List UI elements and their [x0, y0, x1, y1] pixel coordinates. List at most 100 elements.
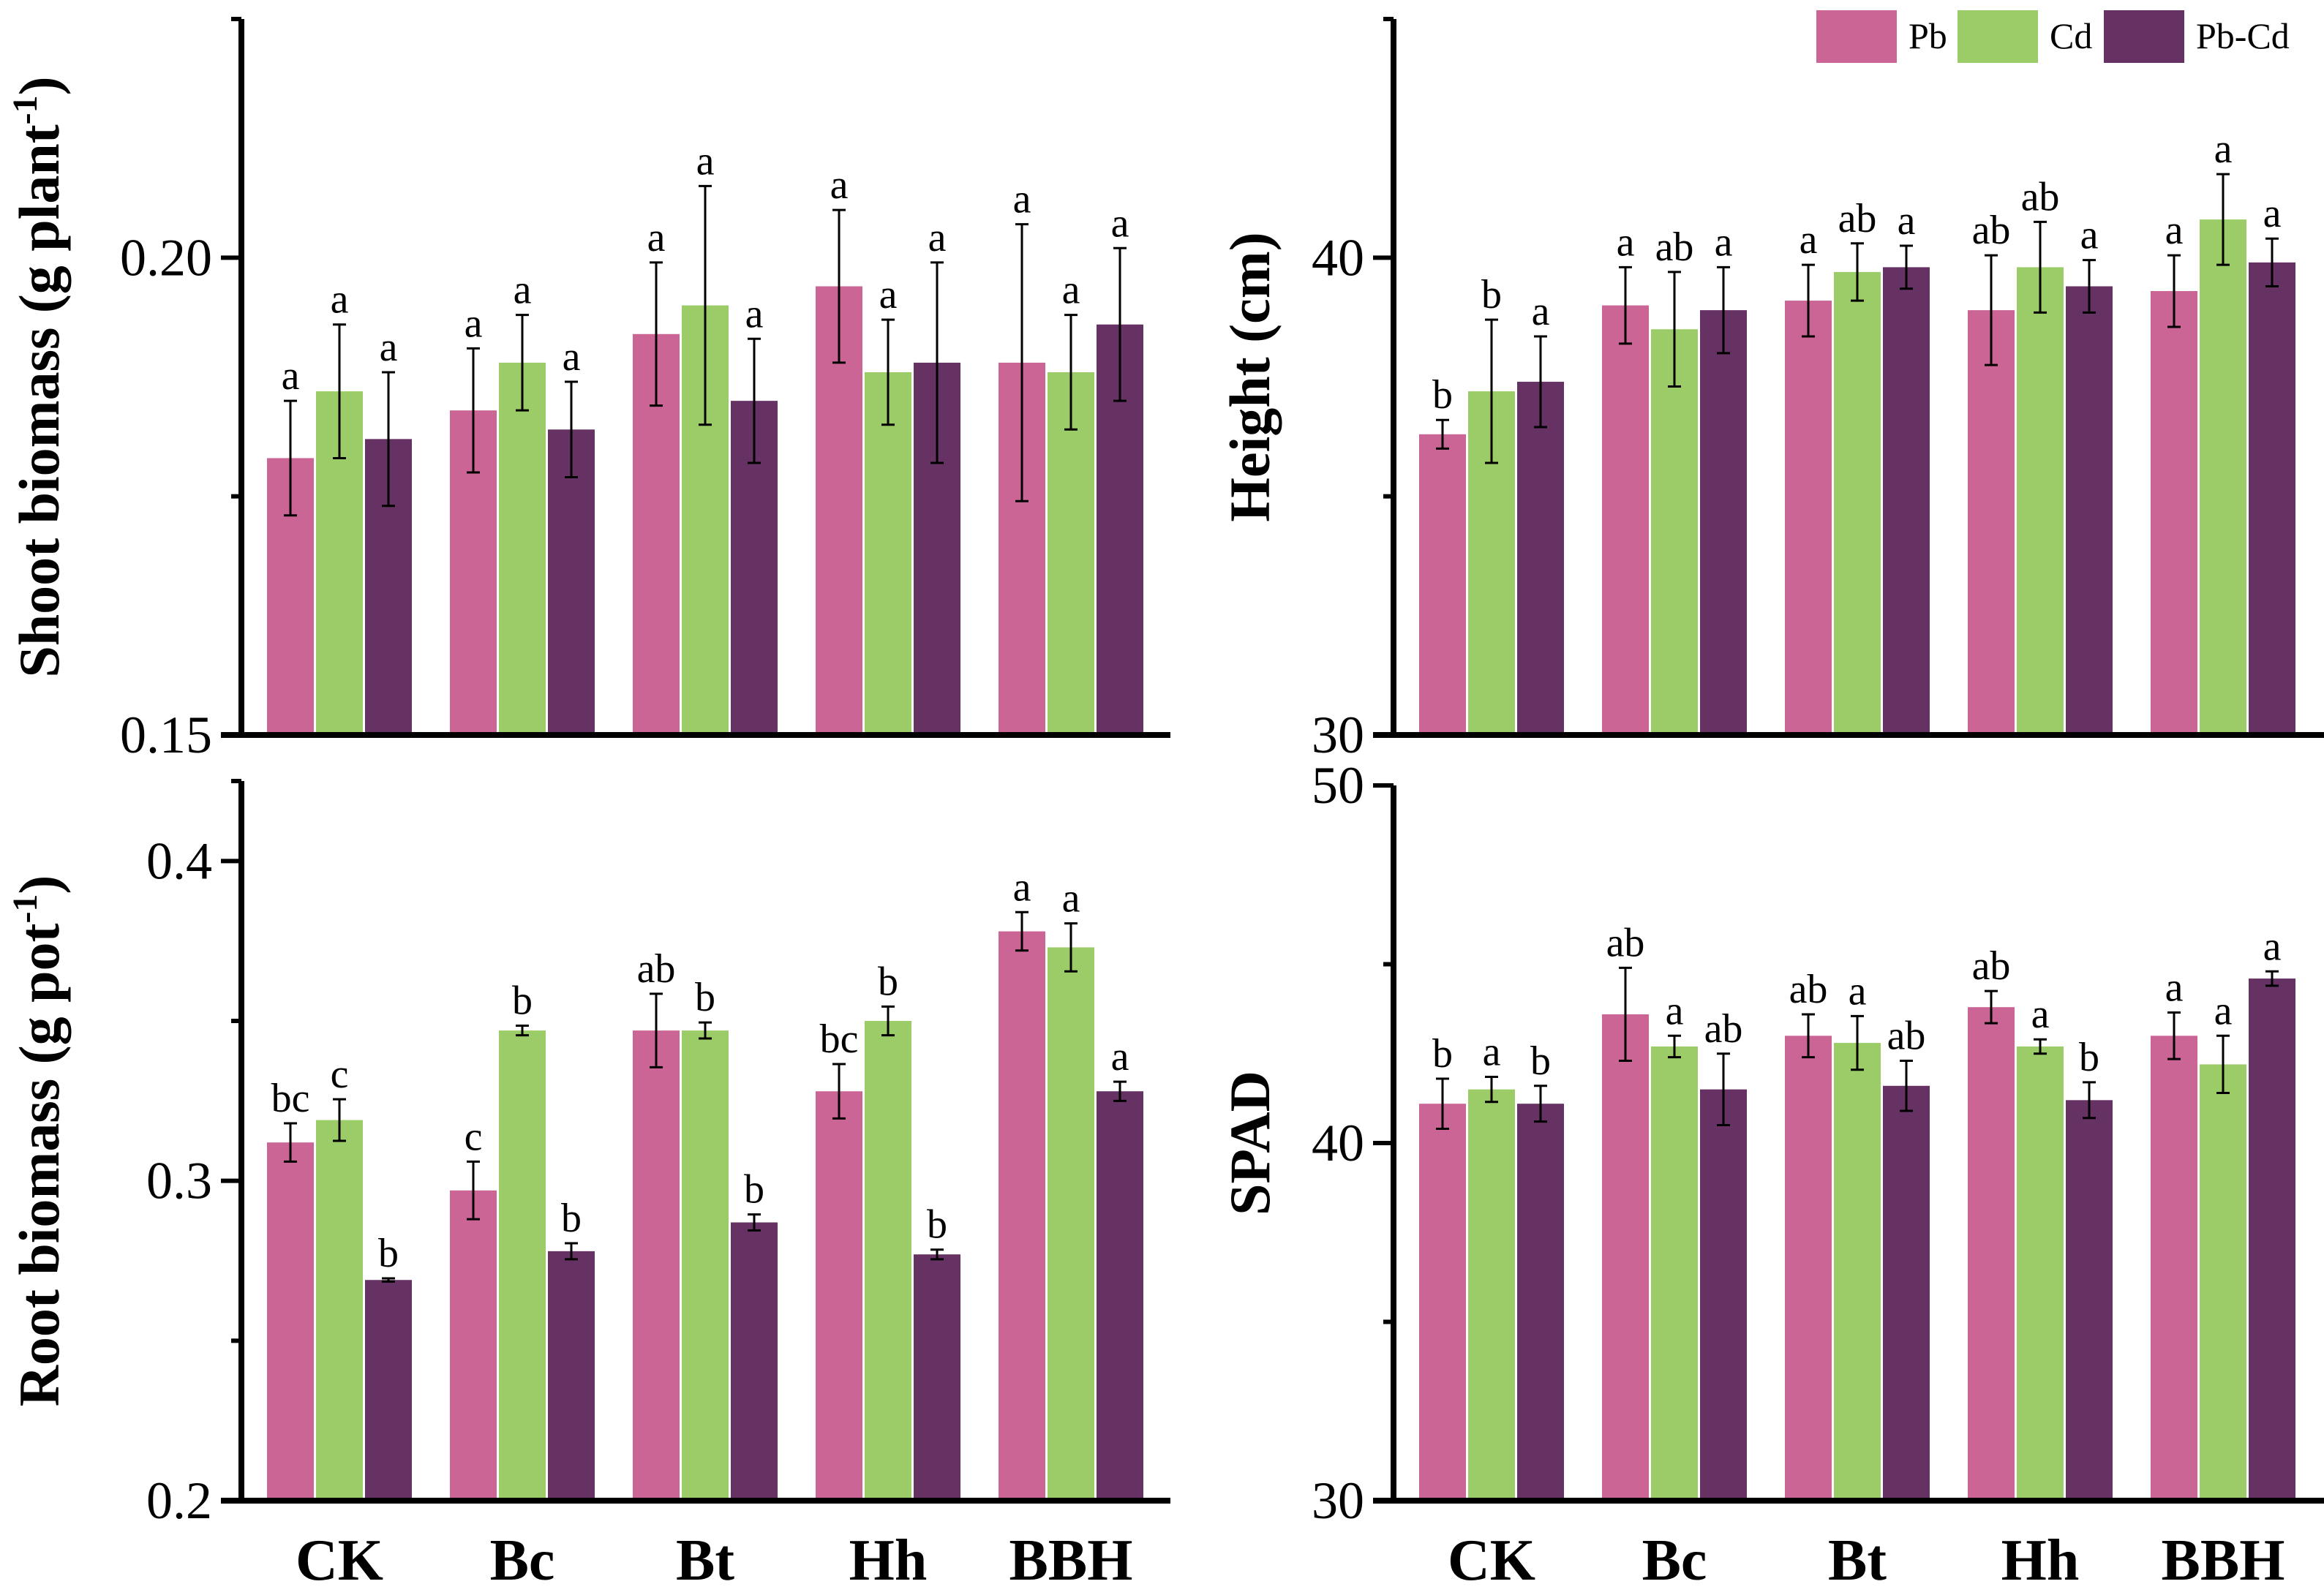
significance-letter: ab: [1655, 225, 1694, 270]
significance-letter: bc: [820, 1017, 859, 1062]
bar-height-Bc-Pb: [1602, 305, 1649, 736]
significance-letter: a: [1898, 198, 1916, 244]
significance-letter: ab: [1606, 920, 1645, 965]
legend-label: Pb: [1909, 15, 1947, 56]
y-axis-title-text: Root biomass (g pot: [7, 924, 71, 1407]
bar-shoot-Hh-Cd: [865, 372, 911, 735]
significance-letter: a: [465, 301, 483, 346]
legend-swatch: [1816, 10, 1897, 63]
bar-spad-BBH-Cd: [2200, 1064, 2246, 1501]
significance-letter: a: [1715, 219, 1733, 265]
significance-letter: a: [2214, 127, 2233, 172]
significance-letter: a: [2080, 213, 2099, 258]
bar-root-BBH-Pb: [999, 931, 1045, 1501]
bar-height-Bt-Cd: [1834, 271, 1881, 735]
bar-height-Bc-Pb-Cd: [1700, 310, 1747, 735]
bar-shoot-BBH-Cd: [1048, 372, 1094, 735]
bar-root-Bc-Pb: [450, 1190, 497, 1501]
y-axis-title: Root biomass (g pot-1): [6, 875, 71, 1407]
significance-letter: a: [1013, 864, 1031, 910]
x-tick-label-Bt: Bt: [676, 1528, 734, 1593]
y-tick-label: 40: [1312, 228, 1364, 287]
y-tick-label: 0.15: [120, 706, 212, 764]
bar-root-Bc-Pb-Cd: [548, 1251, 595, 1501]
bar-spad-Bc-Cd: [1651, 1046, 1698, 1501]
bar-root-Bc-Cd: [499, 1030, 546, 1501]
legend-label: Cd: [2050, 15, 2092, 56]
bar-spad-Hh-Cd: [2017, 1046, 2064, 1501]
y-axis-title-superscript: -1: [6, 95, 45, 124]
significance-letter: b: [378, 1231, 399, 1276]
significance-letter: b: [695, 975, 715, 1020]
significance-letter: c: [331, 1052, 349, 1097]
y-axis-title: Shoot biomass (g plant-1): [6, 76, 71, 677]
y-tick-label: 0.4: [146, 832, 212, 890]
significance-letter: a: [2263, 191, 2282, 236]
significance-letter: a: [1849, 968, 1867, 1014]
significance-letter: a: [282, 353, 300, 399]
bar-height-Bt-Pb-Cd: [1883, 267, 1930, 735]
bar-height-BBH-Pb: [2151, 291, 2197, 735]
bar-height-CK-Pb: [1419, 434, 1466, 735]
significance-letter: a: [647, 215, 666, 260]
significance-letter: a: [331, 277, 349, 323]
bar-height-Bc-Cd: [1651, 329, 1698, 735]
bar-height-Hh-Pb: [1968, 310, 2015, 735]
y-axis-title: Height (cm): [1218, 232, 1282, 521]
bar-spad-Bt-Cd: [1834, 1043, 1881, 1501]
significance-letter: a: [380, 325, 398, 370]
bar-spad-CK-Pb: [1419, 1104, 1466, 1501]
bar-root-CK-Cd: [316, 1120, 363, 1501]
significance-letter: b: [2079, 1035, 2099, 1080]
bar-spad-CK-Pb-Cd: [1517, 1104, 1564, 1501]
bar-spad-Bc-Pb: [1602, 1014, 1649, 1501]
significance-letter: a: [2214, 988, 2233, 1033]
legend-swatch: [1958, 10, 2038, 63]
bar-height-Hh-Cd: [2017, 267, 2064, 735]
bar-height-BBH-Pb-Cd: [2249, 262, 2295, 735]
y-axis-title-text: Shoot biomass (g plant: [7, 124, 71, 677]
significance-letter: b: [878, 959, 898, 1004]
y-tick-label: 30: [1312, 706, 1364, 764]
bar-root-Bt-Cd: [682, 1030, 729, 1501]
legend-swatch: [2104, 10, 2184, 63]
y-tick-label: 0.2: [146, 1471, 212, 1530]
x-tick-label-BBH: BBH: [2162, 1528, 2285, 1593]
legend: Pb Cd Pb-Cd: [1816, 10, 2290, 63]
significance-letter: ab: [1704, 1006, 1743, 1052]
significance-letter: a: [514, 268, 532, 313]
y-axis-title-close: ): [7, 875, 71, 894]
significance-letter: ab: [637, 946, 676, 992]
y-axis-title-superscript: -1: [6, 894, 45, 924]
significance-letter: a: [1617, 219, 1635, 265]
significance-letter: a: [1062, 268, 1080, 313]
bar-root-Hh-Pb-Cd: [914, 1254, 960, 1501]
bar-spad-Hh-Pb-Cd: [2066, 1100, 2113, 1501]
significance-letter: a: [879, 272, 898, 317]
significance-letter: a: [2165, 208, 2184, 253]
significance-letter: ab: [1789, 967, 1828, 1012]
bar-shoot-Bc-Pb-Cd: [548, 429, 595, 735]
significance-letter: a: [563, 334, 581, 380]
bar-spad-Hh-Pb: [1968, 1007, 2015, 1501]
y-tick-label: 50: [1312, 756, 1364, 815]
legend-label: Pb-Cd: [2196, 15, 2290, 56]
bar-spad-Bt-Pb: [1785, 1036, 1832, 1501]
bar-root-Bt-Pb: [633, 1030, 680, 1501]
y-tick-label: 0.20: [120, 228, 212, 287]
legend-item-Pb-Cd: Pb-Cd: [2104, 10, 2290, 63]
significance-letter: c: [465, 1114, 483, 1159]
bar-spad-Bt-Pb-Cd: [1883, 1085, 1930, 1501]
significance-letter: a: [830, 162, 849, 208]
significance-letter: ab: [1972, 943, 2011, 989]
significance-letter: a: [696, 138, 715, 184]
x-tick-label-Bt: Bt: [1828, 1528, 1887, 1593]
significance-letter: a: [1111, 1034, 1129, 1079]
significance-letter: a: [928, 215, 947, 260]
significance-letter: a: [1800, 217, 1818, 263]
